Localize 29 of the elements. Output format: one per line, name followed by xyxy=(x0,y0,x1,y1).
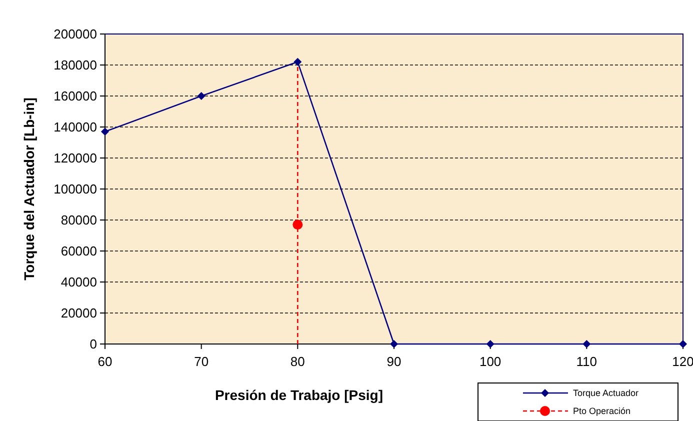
y-tick-label: 100000 xyxy=(54,182,97,197)
point xyxy=(486,340,494,348)
y-tick-label: 200000 xyxy=(54,26,97,42)
x-tick-label: 80 xyxy=(290,354,305,369)
y-tick-label: 120000 xyxy=(54,150,97,166)
x-tick-label: 70 xyxy=(194,354,209,369)
y-tick-label: 180000 xyxy=(54,58,97,73)
y-tick-label: 140000 xyxy=(54,120,97,135)
point xyxy=(294,58,302,66)
x-tick-label: 120 xyxy=(672,354,693,369)
y-tick-label: 0 xyxy=(90,336,97,352)
x-axis-title: Presión de Trabajo [Psig] xyxy=(214,387,384,403)
x-tick-label: 90 xyxy=(386,354,402,369)
y-tick-label: 20000 xyxy=(60,306,97,321)
x-tick-label: 100 xyxy=(479,354,502,369)
x-tick-label: 60 xyxy=(98,354,112,369)
y-axis-title: Torque del Actuador [Lb-in] xyxy=(21,98,37,280)
point xyxy=(390,340,398,348)
point xyxy=(292,220,303,230)
legend-label: Pto Operación xyxy=(573,406,631,416)
x-tick-label: 110 xyxy=(576,354,598,369)
point xyxy=(101,128,109,136)
point xyxy=(197,92,206,100)
y-tick-label: 60000 xyxy=(60,244,97,259)
y-tick-label: 160000 xyxy=(54,88,97,104)
y-tick-label: 80000 xyxy=(60,212,97,228)
y-tick-label: 40000 xyxy=(60,274,97,290)
legend-label: Torque Actuador xyxy=(573,388,639,398)
point xyxy=(582,340,591,348)
